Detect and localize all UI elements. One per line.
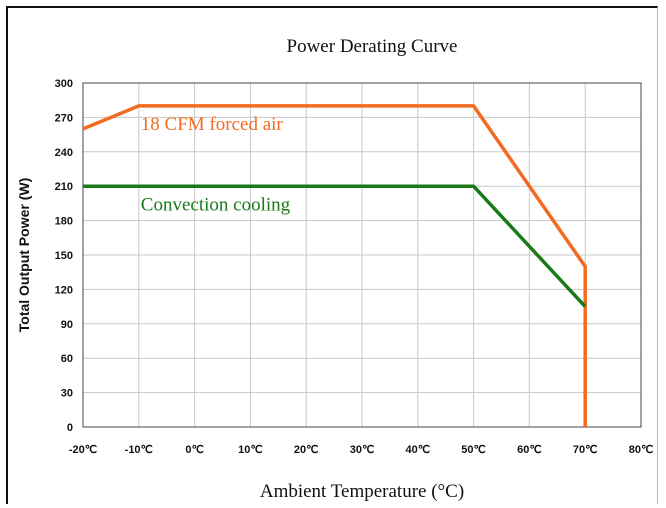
y-tick-label: 180 [55,216,73,228]
y-tick-label: 90 [61,319,73,331]
x-tick-label: 70℃ [573,444,598,456]
x-tick-label: 30℃ [350,444,375,456]
x-tick-label: 10℃ [238,444,263,456]
chart-title: Power Derating Curve [287,36,458,57]
x-tick-label: 60℃ [517,444,542,456]
y-tick-label: 0 [67,422,73,434]
y-axis-label: Total Output Power (W) [16,178,32,333]
x-axis-ticks: -20℃ -10℃ 0℃ 10℃ 20℃ 30℃ 40℃ 50℃ 60℃ 70℃ 80℃ [69,444,653,456]
y-tick-label: 270 [55,112,73,124]
y-tick-label: 150 [55,250,73,262]
grid-lines [83,83,641,427]
x-tick-label: 40℃ [406,444,431,456]
series-annotation-0: 18 CFM forced air [141,114,284,135]
y-tick-label: 30 [61,388,73,400]
x-axis-label: Ambient Temperature (°C) [260,481,464,502]
chart-frame [6,6,658,504]
y-tick-label: 240 [55,147,73,159]
x-tick-label: 80℃ [629,444,654,456]
y-axis-ticks: 0 30 60 90 120 150 180 210 240 270 300 [55,78,73,434]
x-tick-label: -20℃ [69,444,97,456]
y-tick-label: 120 [55,284,73,296]
series-line-0 [82,104,587,427]
x-tick-label: 50℃ [461,444,486,456]
x-tick-label: -10℃ [125,444,153,456]
series-annotations: 18 CFM forced air Convection cooling [141,114,291,215]
series-lines [82,104,587,427]
y-tick-label: 210 [55,181,73,193]
series-annotation-1: Convection cooling [141,194,291,215]
x-tick-label: 0℃ [185,444,203,456]
plot-area-border [82,82,642,428]
y-tick-label: 60 [61,353,73,365]
x-tick-label: 20℃ [294,444,319,456]
y-tick-label: 300 [55,78,73,90]
series-line-1 [83,184,587,308]
